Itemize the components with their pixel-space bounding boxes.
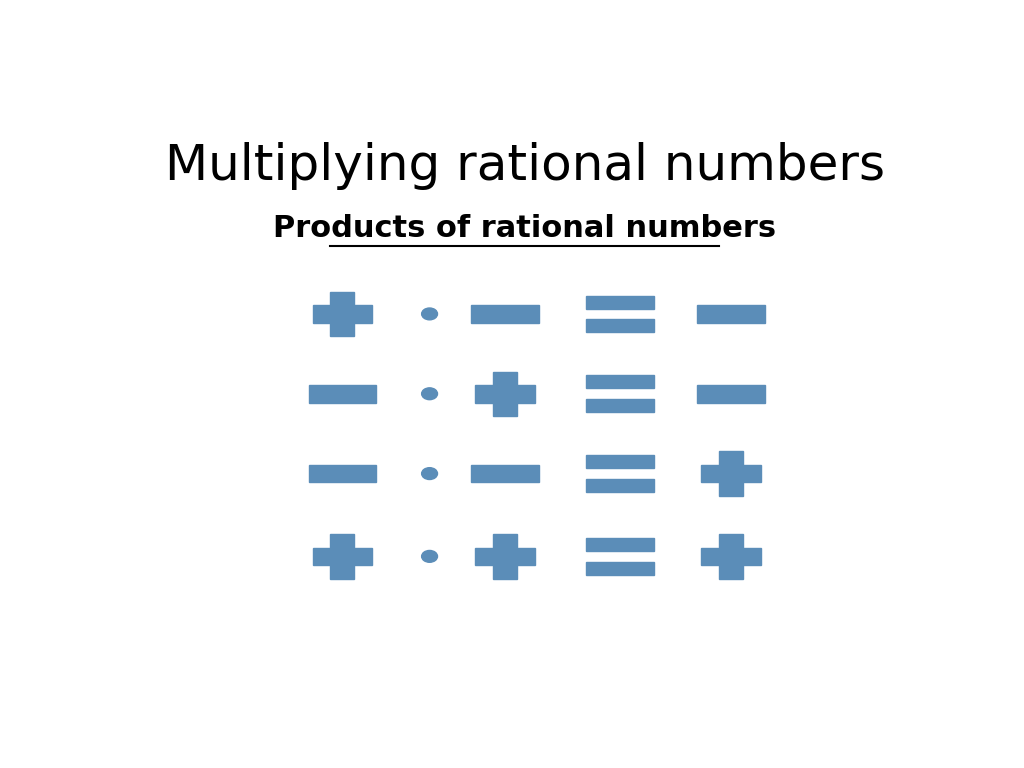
FancyBboxPatch shape (587, 455, 653, 468)
Circle shape (422, 308, 437, 319)
FancyBboxPatch shape (471, 305, 539, 323)
FancyBboxPatch shape (719, 535, 743, 578)
Circle shape (422, 388, 437, 399)
FancyBboxPatch shape (719, 452, 743, 496)
FancyBboxPatch shape (697, 305, 765, 323)
FancyBboxPatch shape (587, 376, 653, 389)
Circle shape (422, 468, 437, 479)
FancyBboxPatch shape (587, 319, 653, 333)
Circle shape (422, 551, 437, 562)
FancyBboxPatch shape (701, 465, 761, 482)
FancyBboxPatch shape (697, 385, 765, 402)
FancyBboxPatch shape (587, 399, 653, 412)
FancyBboxPatch shape (312, 305, 372, 323)
FancyBboxPatch shape (331, 292, 354, 336)
FancyBboxPatch shape (587, 296, 653, 309)
FancyBboxPatch shape (587, 538, 653, 551)
FancyBboxPatch shape (701, 548, 761, 565)
FancyBboxPatch shape (308, 465, 376, 482)
Text: Multiplying rational numbers: Multiplying rational numbers (165, 142, 885, 190)
FancyBboxPatch shape (475, 385, 535, 402)
FancyBboxPatch shape (312, 548, 372, 565)
FancyBboxPatch shape (494, 372, 517, 416)
FancyBboxPatch shape (587, 479, 653, 492)
FancyBboxPatch shape (308, 385, 376, 402)
FancyBboxPatch shape (331, 535, 354, 578)
FancyBboxPatch shape (494, 535, 517, 578)
FancyBboxPatch shape (475, 548, 535, 565)
FancyBboxPatch shape (587, 561, 653, 574)
Text: Products of rational numbers: Products of rational numbers (273, 214, 776, 243)
FancyBboxPatch shape (471, 465, 539, 482)
